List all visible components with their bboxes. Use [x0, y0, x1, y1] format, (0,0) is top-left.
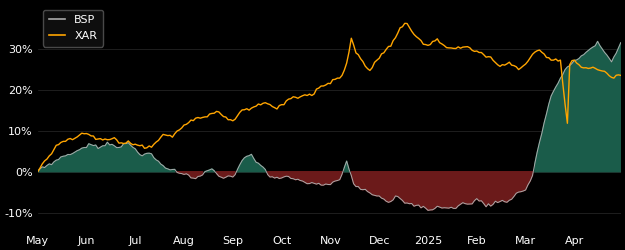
Legend: BSP, XAR: BSP, XAR	[43, 10, 103, 46]
